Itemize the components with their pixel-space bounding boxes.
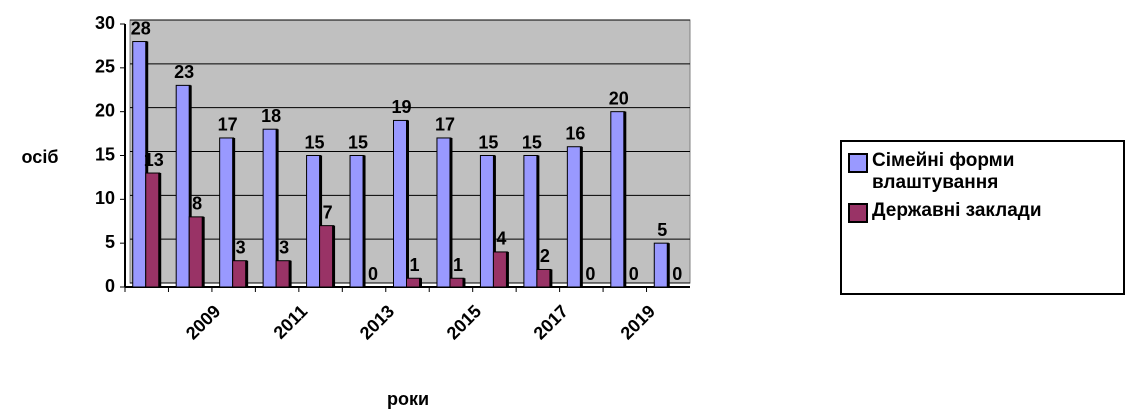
bar (349, 155, 365, 288)
legend-label: Сімейні форми влаштування (872, 150, 1015, 193)
bar (653, 242, 669, 288)
data-label: 28 (131, 18, 151, 38)
data-label: 1 (409, 255, 419, 275)
bar (319, 225, 335, 288)
bar (219, 137, 235, 288)
y-tick-label: 15 (95, 144, 115, 164)
bar (406, 277, 421, 288)
bar (306, 155, 322, 288)
bar (145, 172, 161, 288)
data-label: 15 (348, 132, 368, 152)
x-tick-label: 2017 (530, 301, 572, 343)
bar (262, 128, 278, 288)
bar (479, 155, 495, 288)
bar (436, 137, 452, 288)
bar (188, 216, 204, 288)
y-tick-label: 10 (95, 188, 115, 208)
y-tick-label: 20 (95, 100, 115, 120)
data-label: 3 (236, 237, 246, 257)
data-label: 4 (496, 229, 506, 249)
bar (449, 277, 465, 288)
x-tick-label: 2015 (443, 301, 485, 343)
data-label: 1 (453, 255, 463, 275)
bar (566, 146, 582, 288)
data-label: 15 (522, 132, 542, 152)
data-label: 17 (218, 115, 238, 135)
bar (536, 268, 552, 288)
y-tick-label: 5 (105, 232, 115, 252)
data-label: 20 (609, 88, 629, 108)
bar (275, 260, 291, 288)
data-label: 23 (174, 62, 194, 82)
data-label: 18 (261, 106, 281, 126)
legend: Сімейні форми влаштування Державні заклад… (840, 140, 1125, 295)
x-tick-label: 2009 (182, 301, 224, 343)
data-label: 3 (279, 237, 289, 257)
bar (492, 251, 508, 288)
data-label: 16 (565, 123, 585, 143)
x-tick-label: 2011 (270, 301, 312, 343)
legend-label: Державні заклади (872, 200, 1042, 221)
bar (393, 119, 408, 288)
x-axis-label: роки (387, 389, 429, 409)
x-tick-label: 2019 (617, 301, 659, 343)
data-label: 15 (305, 132, 325, 152)
data-label: 0 (672, 264, 682, 284)
data-label: 0 (585, 264, 595, 284)
y-axis-label: осіб (22, 147, 59, 167)
bar (232, 260, 248, 288)
legend-swatch (848, 203, 868, 223)
data-label: 19 (391, 97, 411, 117)
data-label: 0 (629, 264, 639, 284)
bar (175, 84, 191, 288)
data-label: 17 (435, 115, 455, 135)
legend-item: Сімейні форми влаштування (848, 150, 1117, 194)
data-label: 0 (368, 264, 378, 284)
x-tick-label: 2013 (356, 301, 398, 343)
bar (523, 155, 539, 288)
legend-item: Державні заклади (848, 200, 1117, 223)
data-label: 2 (540, 246, 550, 266)
data-label: 8 (192, 194, 202, 214)
data-label: 7 (323, 202, 333, 222)
data-label: 5 (657, 220, 667, 240)
data-label: 15 (478, 132, 498, 152)
bar (610, 111, 626, 288)
y-tick-label: 0 (105, 276, 115, 296)
legend-swatch (848, 153, 868, 173)
y-tick-label: 25 (95, 57, 115, 77)
y-tick-label: 30 (95, 13, 115, 33)
data-label: 13 (144, 150, 164, 170)
